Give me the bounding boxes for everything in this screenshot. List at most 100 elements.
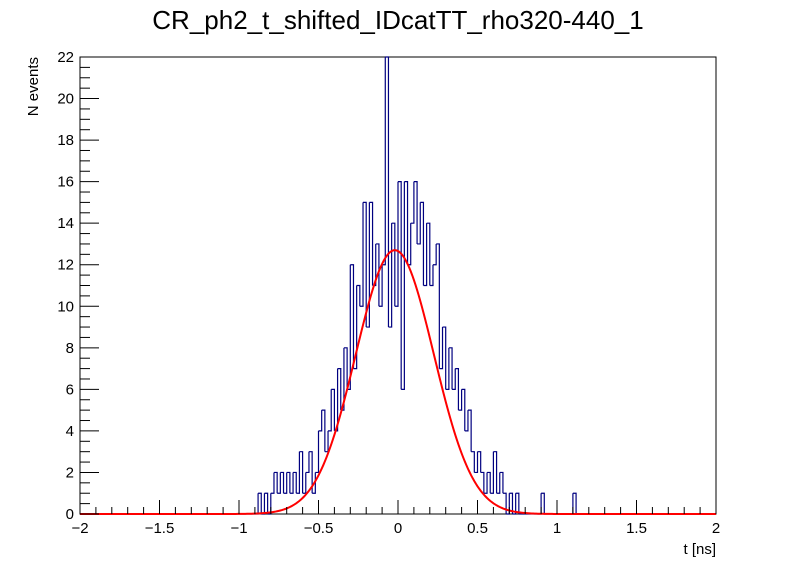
histogram-bin bbox=[436, 243, 440, 369]
histogram-bin bbox=[464, 410, 469, 432]
y-axis-title: N events bbox=[25, 57, 42, 116]
y-tick-label: 16 bbox=[57, 174, 74, 191]
histogram-bin bbox=[474, 451, 479, 474]
x-tick-label: −0.5 bbox=[304, 520, 334, 537]
histogram-bin bbox=[471, 451, 475, 473]
histogram-bin bbox=[258, 492, 262, 514]
histogram-bin bbox=[455, 367, 460, 411]
histogram-bin bbox=[410, 181, 415, 224]
histogram-bin bbox=[452, 368, 456, 390]
y-tick-label: 8 bbox=[66, 340, 74, 357]
histogram-bin bbox=[442, 326, 447, 390]
histogram-bin bbox=[509, 492, 514, 514]
histogram-bin bbox=[541, 492, 545, 514]
histogram-bin bbox=[356, 284, 361, 307]
histogram-bin bbox=[417, 202, 421, 245]
histogram-bin bbox=[439, 327, 444, 370]
histogram-bin bbox=[305, 451, 310, 474]
histogram-bin bbox=[321, 409, 326, 452]
x-tick-label: −1 bbox=[230, 520, 247, 537]
histogram-bin bbox=[378, 264, 383, 307]
x-tick-label: −2 bbox=[71, 520, 88, 537]
histogram-bin bbox=[277, 472, 281, 494]
x-tick-label: 0 bbox=[394, 520, 402, 537]
histogram-bin bbox=[499, 471, 504, 494]
histogram-bin bbox=[343, 347, 348, 390]
x-tick-label: 0.5 bbox=[467, 520, 488, 537]
histogram-bin bbox=[445, 347, 450, 390]
histogram-bin bbox=[391, 222, 396, 307]
histogram-bin bbox=[404, 181, 409, 265]
histogram-bin bbox=[512, 493, 517, 515]
histogram-bin bbox=[353, 285, 358, 370]
histogram-bin bbox=[401, 181, 405, 390]
histogram-bin bbox=[461, 388, 466, 431]
histogram-bin bbox=[289, 472, 294, 494]
histogram-bin bbox=[359, 202, 364, 307]
y-tick-label: 22 bbox=[57, 49, 74, 66]
histogram-bin bbox=[296, 451, 301, 494]
histogram-bin bbox=[394, 181, 399, 307]
x-axis-title: t [ns] bbox=[683, 541, 716, 558]
histogram-bin bbox=[347, 264, 351, 390]
y-tick-label: 10 bbox=[57, 298, 74, 315]
histogram-bin bbox=[363, 201, 367, 328]
histogram-bin bbox=[273, 471, 278, 494]
chart-title: CR_ph2_t_shifted_IDcatTT_rho320-440_1 bbox=[152, 5, 643, 35]
y-tick-label: 12 bbox=[57, 257, 74, 274]
histogram-bin bbox=[432, 243, 437, 266]
histogram-bin bbox=[487, 471, 491, 494]
histogram-bin bbox=[420, 201, 425, 286]
histogram-bin bbox=[337, 367, 342, 411]
x-axis: −2 −1.5 −1 −0.5 0 0.5 1 1.5 2 bbox=[71, 500, 720, 537]
histogram-bin bbox=[331, 388, 335, 431]
y-tick-label: 2 bbox=[66, 464, 74, 481]
histogram-bin bbox=[385, 56, 390, 328]
histogram-bin bbox=[467, 409, 472, 452]
histogram-bin bbox=[388, 223, 393, 328]
histogram-bin bbox=[502, 492, 507, 514]
fit-curve bbox=[80, 249, 716, 515]
y-tick-label: 0 bbox=[66, 506, 74, 523]
histogram-bin bbox=[423, 223, 428, 287]
histogram-bin bbox=[375, 243, 380, 307]
histogram-bin bbox=[480, 471, 485, 494]
histogram-bin bbox=[318, 410, 323, 432]
histogram-bin bbox=[413, 181, 418, 244]
histogram-bin bbox=[350, 264, 355, 369]
histogram-bin bbox=[490, 451, 494, 494]
x-tick-label: 2 bbox=[712, 520, 720, 537]
x-tick-label: −1.5 bbox=[145, 520, 175, 537]
histogram-bin bbox=[293, 471, 297, 494]
histogram-bin bbox=[477, 451, 482, 473]
histogram-bin bbox=[483, 472, 488, 494]
y-axis: 0 2 4 6 8 10 12 14 16 18 20 22 bbox=[57, 49, 99, 523]
y-tick-label: 14 bbox=[57, 215, 74, 232]
histogram-bin bbox=[496, 472, 501, 494]
y-tick-label: 20 bbox=[57, 91, 74, 108]
histogram-bin bbox=[328, 389, 332, 432]
histogram-bin bbox=[369, 201, 374, 286]
fit-layer bbox=[80, 249, 716, 515]
histogram-bin bbox=[315, 430, 320, 474]
x-tick-label: 1 bbox=[553, 520, 561, 537]
histogram-bin bbox=[398, 181, 402, 390]
histogram-bin bbox=[366, 202, 370, 328]
y-tick-label: 6 bbox=[66, 381, 74, 398]
histogram-bin bbox=[382, 57, 386, 266]
histogram-bin bbox=[448, 347, 453, 390]
histogram-bin bbox=[426, 222, 431, 286]
y-tick-label: 18 bbox=[57, 132, 74, 149]
histogram-bin bbox=[458, 389, 463, 411]
histogram-bin bbox=[493, 451, 498, 494]
histogram-bin bbox=[299, 451, 304, 494]
histogram-bin bbox=[280, 471, 285, 494]
histogram-bin bbox=[429, 264, 434, 287]
histogram-bin bbox=[286, 471, 291, 494]
histogram-bin bbox=[283, 472, 288, 494]
histogram-bin bbox=[308, 451, 313, 494]
y-tick-label: 4 bbox=[66, 423, 74, 440]
histogram-bin bbox=[515, 492, 520, 514]
x-tick-label: 1.5 bbox=[626, 520, 647, 537]
